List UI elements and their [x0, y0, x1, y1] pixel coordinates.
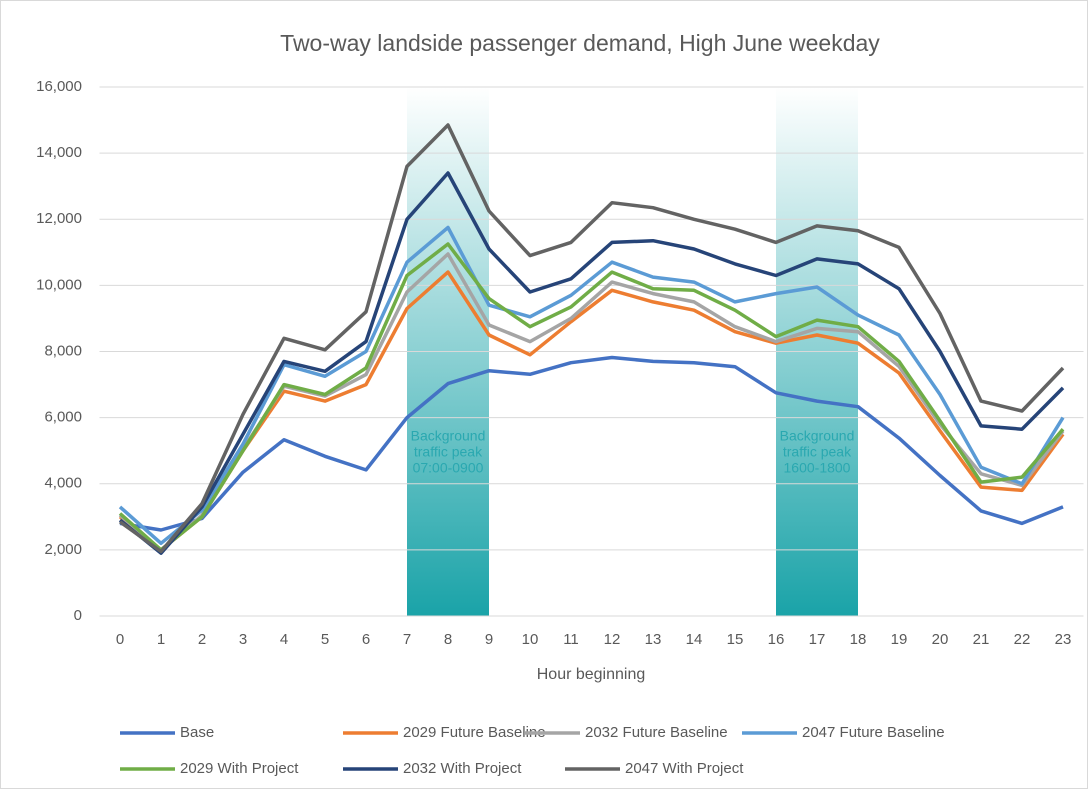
band-label: traffic peak: [414, 444, 483, 460]
y-tick-label: 14,000: [36, 144, 82, 161]
series-line: [118, 242, 1065, 552]
band-label: Background: [780, 428, 855, 444]
x-tick-label: 4: [280, 631, 288, 648]
x-tick-label: 19: [891, 631, 908, 648]
x-tick-label: 1: [157, 631, 165, 648]
x-tick-label: 18: [850, 631, 867, 648]
x-tick-label: 0: [116, 631, 124, 648]
x-tick-label: 9: [485, 631, 493, 648]
x-tick-label: 11: [563, 631, 579, 648]
legend-label: 2032 With Project: [403, 760, 522, 777]
x-tick-label: 5: [321, 631, 329, 648]
x-tick-label: 8: [444, 631, 452, 648]
band-label: 1600-1800: [784, 460, 851, 476]
x-tick-label: 21: [973, 631, 990, 648]
x-tick-label: 6: [362, 631, 370, 648]
x-tick-label: 7: [403, 631, 411, 648]
legend-label: Base: [180, 724, 214, 741]
series-line: [118, 171, 1065, 555]
x-tick-label: 23: [1055, 631, 1072, 648]
y-tick-label: 16,000: [36, 78, 82, 95]
chart-title: Two-way landside passenger demand, High …: [280, 30, 880, 56]
x-tick-label: 17: [809, 631, 826, 648]
y-tick-label: 4,000: [44, 475, 82, 492]
y-tick-label: 10,000: [36, 276, 82, 293]
series-line: [118, 270, 1065, 552]
x-tick-label: 20: [932, 631, 949, 648]
y-tick-label: 12,000: [36, 210, 82, 227]
x-tick-label: 10: [522, 631, 539, 648]
x-tick-label: 12: [604, 631, 621, 648]
y-tick-label: 2,000: [44, 541, 82, 558]
x-tick-label: 15: [727, 631, 744, 648]
x-tick-label: 14: [686, 631, 703, 648]
x-tick-label: 2: [198, 631, 206, 648]
band-label: 07:00-0900: [413, 460, 484, 476]
legend-label: 2047 Future Baseline: [802, 724, 945, 741]
x-tick-label: 16: [768, 631, 785, 648]
series-line: [118, 225, 1065, 546]
band-label: traffic peak: [783, 444, 852, 460]
x-tick-label: 22: [1014, 631, 1031, 648]
legend-label: 2029 Future Baseline: [403, 724, 546, 741]
y-tick-label: 6,000: [44, 409, 82, 426]
legend-label: 2029 With Project: [180, 760, 299, 777]
series-line: [119, 355, 1064, 532]
x-tick-label: 3: [239, 631, 247, 648]
y-tick-label: 8,000: [44, 342, 82, 359]
x-axis-title: Hour beginning: [537, 666, 646, 683]
y-tick-label: 0: [74, 607, 82, 624]
x-tick-label: 13: [645, 631, 662, 648]
legend-label: 2032 Future Baseline: [585, 724, 728, 741]
series-line: [118, 123, 1065, 554]
band-label: Background: [411, 428, 486, 444]
legend-label: 2047 With Project: [625, 760, 744, 777]
